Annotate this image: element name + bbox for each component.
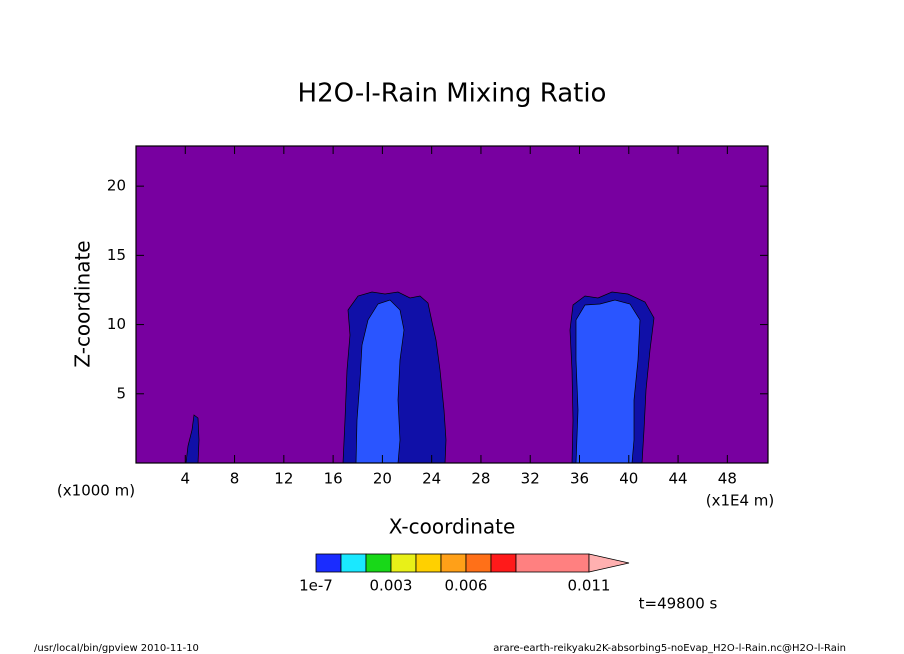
colorbar-label: 0.011	[568, 577, 611, 595]
y-unit: (x1000 m)	[57, 482, 135, 500]
contour-fill	[185, 291, 655, 464]
plot-frame	[135, 145, 769, 464]
x-tick-label: 4	[181, 470, 191, 488]
colorbar-cell	[365, 553, 392, 573]
x-tick-label: 40	[619, 470, 638, 488]
colorbar-cell	[390, 553, 417, 573]
plot-background	[136, 146, 768, 463]
x-tick-label: 24	[422, 470, 441, 488]
x-tick-label: 16	[324, 470, 343, 488]
x-axis-label: X-coordinate	[389, 515, 516, 539]
x-tick-label: 8	[230, 470, 240, 488]
colorbar-cell	[465, 553, 492, 573]
colorbar-cell	[340, 553, 367, 573]
y-tick-label: 5	[116, 384, 126, 402]
colorbar-extend	[588, 553, 630, 573]
x-tick-label: 12	[274, 470, 293, 488]
colorbar-cell	[490, 553, 517, 573]
x-tick-label: 20	[373, 470, 392, 488]
x-unit: (x1E4 m)	[706, 492, 775, 510]
y-tick-label: 10	[107, 315, 126, 333]
footer-left: /usr/local/bin/gpview 2010-11-10	[34, 643, 199, 654]
x-tick-label: 32	[521, 470, 540, 488]
x-tick-label: 48	[718, 470, 737, 488]
y-axis-label: Z-coordinate	[71, 240, 95, 367]
colorbar-label: 1e-7	[299, 577, 333, 595]
x-tick-label: 36	[570, 470, 589, 488]
annotation: t=49800 s	[639, 595, 718, 613]
y-tick-label: 20	[107, 177, 126, 195]
colorbar-cell	[315, 553, 342, 573]
x-tick-label: 44	[669, 470, 688, 488]
colorbar-cell	[415, 553, 442, 573]
colorbar-label: 0.006	[445, 577, 488, 595]
chart-title: H2O-l-Rain Mixing Ratio	[298, 79, 607, 109]
footer-right: arare-earth-reikyaku2K-absorbing5-noEvap…	[493, 643, 846, 654]
y-tick-label: 15	[107, 246, 126, 264]
colorbar-cell	[440, 553, 467, 573]
x-tick-label: 28	[471, 470, 490, 488]
colorbar-cell	[515, 553, 590, 573]
colorbar-label: 0.003	[370, 577, 413, 595]
